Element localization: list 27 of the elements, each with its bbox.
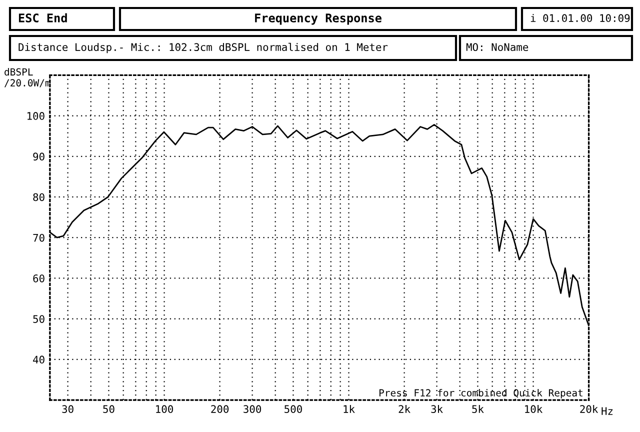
x-tick-label: 200: [211, 405, 229, 414]
y-tick-label: 100: [27, 112, 44, 120]
y-tick-label: 50: [33, 315, 44, 323]
y-tick-label: 80: [33, 193, 44, 202]
annotation: Press F12 for combined Quick Repeat: [379, 389, 582, 398]
text: i 01.01.00 10:09: [530, 14, 630, 22]
y-tick-label: 70: [33, 234, 44, 242]
y-tick-label: 90: [33, 152, 44, 161]
x-tick-label: 500: [284, 405, 302, 414]
y-tick-label: 40: [33, 356, 44, 364]
chart-title: Frequency Response: [255, 14, 382, 25]
x-tick-label: 3k: [431, 404, 443, 414]
y-tick-label: 60: [33, 274, 44, 282]
x-tick-label: 30: [62, 405, 74, 414]
x-tick-label: 20k: [580, 404, 598, 414]
x-tick-label: 2k: [398, 404, 410, 413]
x-tick-label: 100: [156, 405, 173, 414]
x-tick-label: 5k: [472, 404, 484, 414]
chart-subtitle: Distance Loudsp.- Mic.: 102.3cm dBSPL normalised on 1 Meter: [18, 42, 388, 54]
x-axis-title: Hz: [602, 407, 613, 415]
y-axis-title: dBSPL /20.0W/m: [4, 68, 50, 88]
x-tick-label: 1k: [344, 404, 355, 413]
x-tick-label: 50: [103, 405, 114, 414]
x-tick-label: 10k: [525, 404, 543, 414]
text: ESC End: [18, 13, 67, 22]
text: MO: NoName: [466, 43, 528, 52]
x-tick-label: 300: [244, 405, 262, 414]
